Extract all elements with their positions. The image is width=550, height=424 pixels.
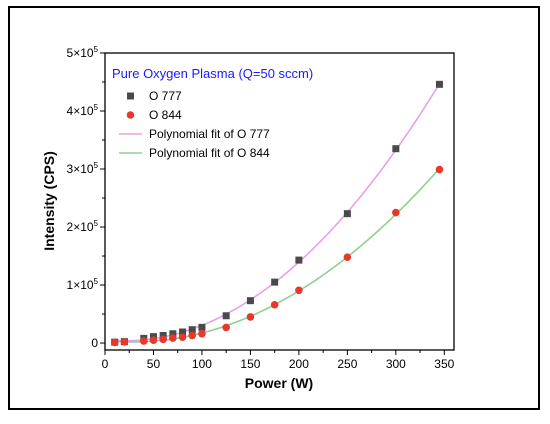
data-point — [392, 145, 400, 153]
data-point — [149, 336, 158, 344]
data-point — [392, 208, 400, 217]
y-tick-label: 3×105 — [67, 161, 99, 176]
data-point — [295, 286, 303, 295]
y-tick-label: 2×105 — [67, 219, 99, 234]
x-tick-label: 300 — [386, 357, 406, 371]
data-point — [222, 323, 230, 332]
y-axis-ticks: 0 1×105 2×105 3×105 4×105 5×105 — [67, 45, 105, 350]
data-point — [120, 338, 129, 346]
x-tick-label: 250 — [337, 357, 357, 371]
legend: O 777 O 844 Polynomial fit of O 777 Polynom… — [119, 89, 270, 160]
x-tick-label: 350 — [434, 357, 454, 371]
x-tick-label: 200 — [289, 357, 309, 371]
plot-area — [104, 52, 455, 351]
y-tick-label: 0 — [91, 336, 98, 350]
data-point — [110, 338, 119, 347]
data-point — [435, 80, 443, 88]
x-tick-label: 150 — [240, 357, 260, 371]
y-axis-title: Intensity (CPS) — [41, 151, 57, 251]
data-point — [222, 312, 230, 320]
data-point — [169, 330, 177, 338]
legend-marker — [126, 111, 135, 119]
data-point — [169, 334, 177, 342]
data-point — [246, 297, 254, 305]
x-tick-label: 50 — [147, 357, 161, 371]
legend-label: Polynomial fit of O 844 — [149, 146, 270, 160]
legend-marker — [127, 92, 134, 100]
x-axis-ticks: 0 50 100 150 200 250 300 350 — [102, 350, 455, 371]
y-tick-label: 1×105 — [67, 277, 99, 292]
legend-label: O 777 — [149, 89, 182, 103]
y-tick-label: 4×105 — [67, 103, 99, 118]
x-axis-title: Power (W) — [245, 375, 313, 391]
data-point — [139, 337, 148, 345]
y-tick-label: 5×105 — [67, 45, 99, 60]
data-point — [188, 326, 196, 334]
data-point — [246, 313, 255, 321]
legend-label: O 844 — [149, 108, 182, 122]
legend-label: Polynomial fit of O 777 — [149, 127, 270, 141]
data-point — [188, 331, 197, 340]
data-point — [159, 335, 167, 344]
data-point — [198, 329, 206, 338]
data-point — [295, 256, 303, 264]
chart-annotation: Pure Oxygen Plasma (Q=50 sccm) — [112, 66, 313, 81]
data-point — [343, 210, 351, 218]
data-point — [178, 333, 187, 342]
data-points — [110, 80, 444, 347]
figure-frame — [8, 6, 540, 410]
x-tick-label: 0 — [102, 357, 109, 371]
fit-line — [114, 167, 441, 343]
data-point — [179, 328, 187, 336]
data-point — [343, 253, 352, 261]
data-point — [198, 323, 206, 331]
x-tick-label: 100 — [192, 357, 212, 371]
data-point — [270, 300, 279, 309]
data-point — [435, 165, 444, 174]
data-point — [271, 278, 279, 286]
